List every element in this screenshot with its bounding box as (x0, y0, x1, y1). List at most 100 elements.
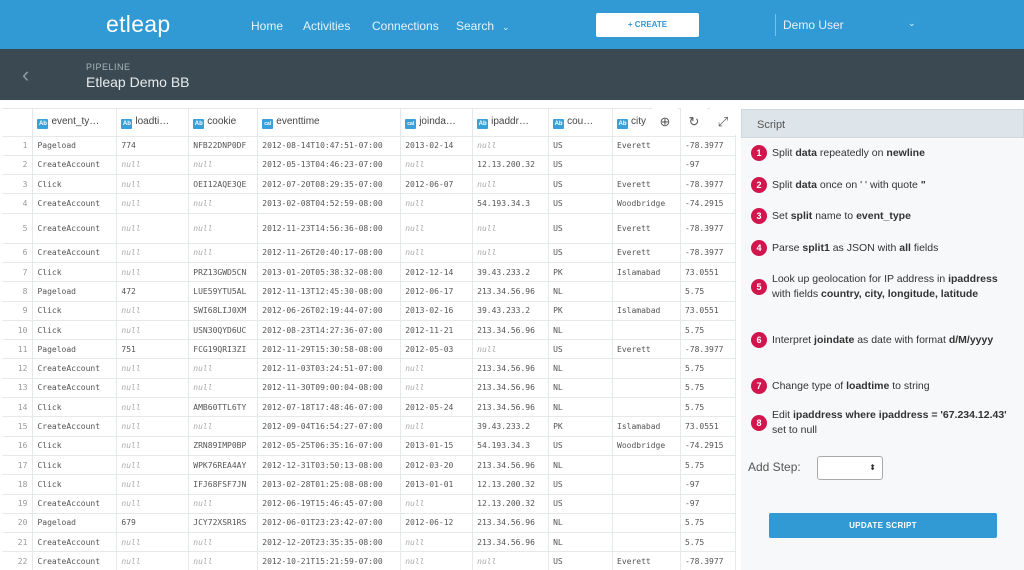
nav-connections[interactable]: Connections (372, 19, 439, 33)
column-header-label: joinda… (419, 115, 456, 127)
table-cell (612, 155, 681, 176)
step-text-part: once on ' ' with quote (816, 178, 921, 191)
table-cell: null (472, 339, 550, 360)
user-menu[interactable]: Demo User (783, 18, 844, 32)
expand-icon[interactable]: ⤢ (710, 108, 736, 135)
script-step[interactable]: 7 Change type of loadtime to string (751, 378, 1019, 394)
text-type-icon: Ab (193, 118, 205, 129)
table-row[interactable]: 10 Click null USN30QYD6UC 2012-08-23T14:27:3… (2, 320, 736, 341)
table-cell: 213.34.56.96 (472, 532, 550, 553)
step-keyword: d/M/yyyy (948, 333, 994, 346)
row-number: 20 (2, 513, 34, 534)
table-row[interactable]: 20 Pageload 679 JCY72XSR1RS 2012-06-01T23:23… (2, 513, 736, 534)
table-cell (612, 513, 681, 534)
table-row[interactable]: 18 Click null IFJ68FSF7JN 2013-02-28T01:25:0… (2, 474, 736, 495)
script-step[interactable]: 4 Parse split1 as JSON with all fields (751, 240, 1019, 256)
chevron-down-icon[interactable]: ⌄ (908, 18, 916, 28)
table-cell: CreateAccount (32, 213, 118, 244)
table-row[interactable]: 19 CreateAccount null null 2012-06-19T15:46:… (2, 494, 736, 514)
table-cell: Click (32, 474, 118, 495)
table-row[interactable]: 3 Click null OEI12AQE3QE 2012-07-20T08:29:35… (2, 174, 736, 195)
table-cell (612, 474, 681, 495)
script-step[interactable]: 3 Set split name to event_type (751, 208, 1019, 224)
table-cell: AMB60TTL6TY (188, 397, 259, 418)
refresh-icon[interactable]: ↻ (681, 108, 707, 135)
column-header[interactable]: cal eventtime (257, 109, 402, 137)
table-cell: Islamabad (612, 262, 681, 283)
table-cell: 5.75 (680, 378, 736, 399)
script-step[interactable]: 1 Split data repeatedly on newline (751, 145, 1019, 161)
table-cell: PRZ13GWD5CN (188, 262, 259, 283)
table-cell: 5.75 (680, 320, 736, 341)
row-number: 19 (2, 494, 34, 514)
data-grid[interactable]: Ab event_ty… Ab loadti… Ab cookie cal eventtime… (2, 108, 736, 570)
table-cell: -97 (680, 474, 736, 495)
row-number: 10 (2, 320, 34, 341)
table-cell: 213.34.56.96 (472, 320, 550, 341)
table-cell: Woodbridge (612, 193, 681, 214)
table-row[interactable]: 16 Click null ZRN89IMP0BP 2012-05-25T06:35:1… (2, 436, 736, 456)
column-header[interactable]: Ab cookie (188, 109, 259, 137)
add-step-select[interactable]: ⬍ (817, 456, 883, 480)
table-row[interactable]: 13 CreateAccount null null 2012-11-30T09:00:… (2, 378, 736, 399)
row-number: 3 (2, 174, 34, 195)
table-cell: CreateAccount (32, 193, 118, 214)
table-cell: null (188, 532, 259, 553)
top-navbar: etleap Home Activities Connections Searc… (0, 0, 1024, 49)
table-row[interactable]: 11 Pageload 751 FCG19QRI3ZI 2012-11-29T15:30… (2, 339, 736, 360)
nav-search[interactable]: Search ⌄ (456, 19, 510, 33)
table-cell: NL (548, 320, 614, 341)
nav-activities[interactable]: Activities (303, 19, 351, 33)
table-cell: CreateAccount (32, 416, 118, 437)
table-row[interactable]: 21 CreateAccount null null 2012-12-20T23:35:… (2, 532, 736, 553)
script-panel: Script 1 Split data repeatedly on newline… (741, 109, 1024, 570)
script-step[interactable]: 8 Edit ipaddress where ipaddress = '67.23… (751, 408, 1019, 438)
table-cell: 2012-12-31T03:50:13-08:00 (257, 455, 402, 476)
column-header[interactable]: cal joinda… (400, 109, 474, 137)
column-header[interactable]: Ab ipaddr… (472, 109, 550, 137)
table-cell: null (116, 320, 190, 341)
step-text: Split data repeatedly on newline (772, 146, 925, 161)
table-cell: -78.3977 (680, 174, 736, 195)
back-arrow-icon[interactable]: ‹ (22, 62, 30, 87)
column-header[interactable]: Ab cou… (548, 109, 614, 137)
step-text-part: Set (772, 209, 791, 222)
script-step[interactable]: 6 Interpret joindate as date with format … (751, 332, 1019, 348)
table-row[interactable]: 7 Click null PRZ13GWD5CN 2013-01-20T05:38:32… (2, 262, 736, 283)
table-row[interactable]: 12 CreateAccount null null 2012-11-03T03:24:… (2, 358, 736, 379)
step-text-part: Parse (772, 241, 803, 254)
update-script-button[interactable]: UPDATE SCRIPT (769, 513, 997, 538)
table-row[interactable]: 17 Click null WPK76REA4AY 2012-12-31T03:50:1… (2, 455, 736, 476)
nav-home[interactable]: Home (251, 19, 284, 33)
script-step[interactable]: 2 Split data once on ' ' with quote " (751, 177, 1019, 193)
table-cell: CreateAccount (32, 532, 118, 553)
table-row[interactable]: 8 Pageload 472 LUE59YTU5AL 2012-11-13T12:45:… (2, 281, 736, 302)
table-row[interactable]: 15 CreateAccount null null 2012-09-04T16:54:… (2, 416, 736, 437)
table-row[interactable]: 4 CreateAccount null null 2013-02-08T04:52:5… (2, 193, 736, 214)
table-row[interactable]: 1 Pageload 774 NFB22DNP0DF 2012-08-14T10:47:… (2, 136, 736, 156)
column-header-label: loadti… (135, 115, 170, 127)
table-cell: Pageload (32, 281, 118, 302)
step-keyword: " (920, 178, 926, 191)
table-row[interactable]: 22 CreateAccount null null 2012-10-21T15:21:… (2, 551, 736, 570)
table-row[interactable]: 5 CreateAccount null null 2012-11-23T14:56:3… (2, 213, 736, 244)
table-row[interactable]: 2 CreateAccount null null 2012-05-13T04:46:2… (2, 155, 736, 176)
column-header[interactable]: Ab event_ty… (32, 109, 118, 137)
table-cell: 2012-05-25T06:35:16-07:00 (257, 436, 402, 456)
table-cell: 2012-10-21T15:21:59-07:00 (257, 551, 402, 570)
step-keyword: ipaddress (948, 273, 998, 285)
table-row[interactable]: 6 CreateAccount null null 2012-11-26T20:40:1… (2, 243, 736, 263)
table-cell: 2012-03-20 (400, 455, 474, 476)
row-number: 21 (2, 532, 34, 553)
create-button[interactable]: + CREATE (596, 13, 699, 37)
table-cell: 2012-05-13T04:46:23-07:00 (257, 155, 402, 176)
script-step[interactable]: 5 Look up geolocation for IP address in i… (751, 272, 1019, 302)
etleap-logo[interactable]: etleap (106, 11, 171, 37)
zoom-icon[interactable]: ⊕ (652, 108, 678, 135)
table-cell: 2012-11-30T09:00:04-08:00 (257, 378, 402, 399)
table-row[interactable]: 14 Click null AMB60TTL6TY 2012-07-18T17:48:4… (2, 397, 736, 418)
column-header[interactable]: Ab loadti… (116, 109, 190, 137)
row-number: 17 (2, 455, 34, 476)
table-row[interactable]: 9 Click null SWI68LIJ0XM 2012-06-26T02:19:44… (2, 301, 736, 321)
table-cell: SWI68LIJ0XM (188, 301, 259, 321)
